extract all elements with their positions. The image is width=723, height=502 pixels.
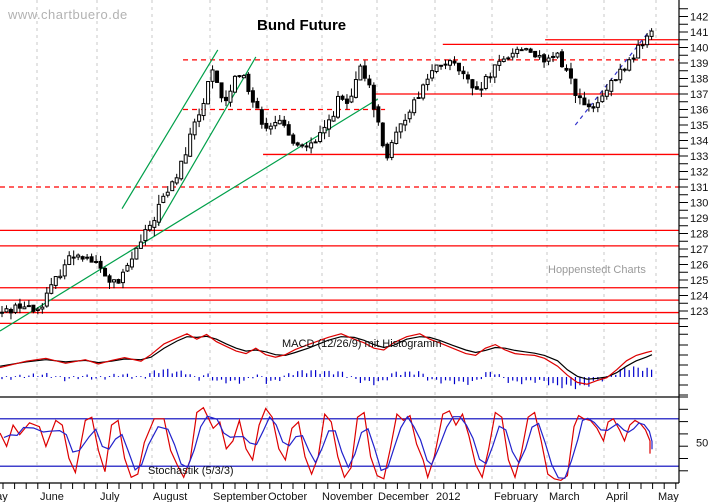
axes xyxy=(0,0,688,489)
svg-text:139: 139 xyxy=(690,58,708,70)
svg-text:2012: 2012 xyxy=(436,491,460,502)
svg-text:124: 124 xyxy=(690,291,708,303)
svg-text:June: June xyxy=(40,491,64,502)
trendlines xyxy=(0,29,651,332)
svg-text:137: 137 xyxy=(690,89,708,101)
svg-text:140: 140 xyxy=(690,43,708,55)
support-resistance-lines xyxy=(0,39,679,325)
svg-text:July: July xyxy=(100,491,120,502)
svg-text:September: September xyxy=(213,491,267,502)
svg-text:November: November xyxy=(322,491,373,502)
candlesticks xyxy=(0,28,654,320)
svg-text:129: 129 xyxy=(690,213,708,225)
svg-text:141: 141 xyxy=(690,27,708,39)
svg-text:136: 136 xyxy=(690,105,708,117)
month-gridlines xyxy=(36,0,657,483)
svg-text:February: February xyxy=(494,491,539,502)
svg-text:130: 130 xyxy=(690,198,708,210)
stochastic-panel xyxy=(0,406,679,482)
svg-text:March: March xyxy=(549,491,580,502)
svg-text:127: 127 xyxy=(690,244,708,256)
svg-text:December: December xyxy=(378,491,429,502)
chart-title: Bund Future xyxy=(257,17,347,34)
svg-text:August: August xyxy=(153,491,187,502)
macd-panel xyxy=(0,333,653,390)
svg-text:134: 134 xyxy=(690,136,708,148)
credit-label: Hoppenstedt Charts xyxy=(548,264,646,276)
svg-text:50: 50 xyxy=(696,438,708,450)
svg-text:May: May xyxy=(0,491,8,502)
svg-text:126: 126 xyxy=(690,260,708,272)
macd-indicator-label: MACD (12/26/9) mit Histogramm xyxy=(282,338,442,350)
svg-text:125: 125 xyxy=(690,275,708,287)
svg-text:142: 142 xyxy=(690,12,708,24)
svg-text:133: 133 xyxy=(690,151,708,163)
svg-text:128: 128 xyxy=(690,229,708,241)
svg-text:138: 138 xyxy=(690,74,708,86)
svg-text:May: May xyxy=(658,491,679,502)
svg-text:132: 132 xyxy=(690,167,708,179)
svg-text:131: 131 xyxy=(690,182,708,194)
svg-text:123: 123 xyxy=(690,306,708,318)
svg-text:April: April xyxy=(606,491,628,502)
watermark: www.chartbuero.de xyxy=(8,7,128,22)
svg-text:October: October xyxy=(268,491,307,502)
stochastic-indicator-label: Stochastik (5/3/3) xyxy=(148,465,234,477)
svg-text:135: 135 xyxy=(690,120,708,132)
axis-labels: 142 141 140 139 138 137 136 135 134 133 132 131 130 1… xyxy=(0,12,708,502)
